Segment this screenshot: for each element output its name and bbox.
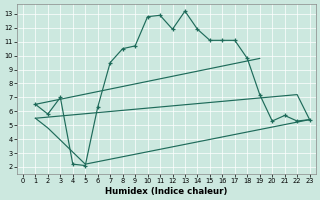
X-axis label: Humidex (Indice chaleur): Humidex (Indice chaleur) [105,187,228,196]
